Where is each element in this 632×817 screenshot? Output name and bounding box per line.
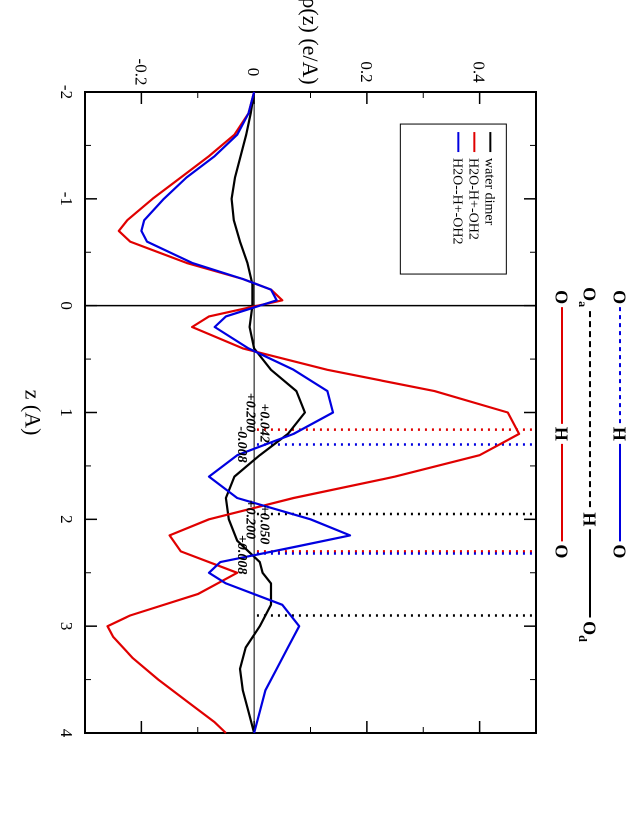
marker-value-label: +0.200: [242, 393, 257, 432]
atom-label: O: [552, 544, 572, 558]
z-tick-label: -2: [57, 85, 76, 99]
marker-value-label: +0.200: [242, 500, 257, 539]
z-tick-label: 2: [57, 515, 76, 524]
z-tick-label: 0: [57, 301, 76, 310]
series-line-water-dimer: [224, 91, 306, 734]
marker-value-label: +0.008: [234, 535, 249, 574]
atom-label: Od: [576, 621, 600, 642]
atom-label: O: [610, 544, 630, 558]
density-axis-title-symbol: Δρ: [298, 0, 323, 8]
marker-value-label: -0.008: [234, 426, 249, 462]
density-axis-title-units: (z) (e/A): [298, 8, 323, 84]
series-line-h2o-h-oh2: [106, 91, 521, 734]
atom-label: H: [552, 427, 572, 441]
density-tick-label: 0: [244, 68, 263, 77]
density-tick-label: 0.2: [357, 61, 376, 82]
legend-label: H2O--H+-OH2: [449, 158, 464, 244]
atom-label: Oa: [576, 287, 600, 307]
atom-label: H: [580, 512, 600, 526]
atom-label: O: [552, 290, 572, 304]
z-axis-title: z (A): [20, 390, 45, 436]
legend-box: [399, 123, 507, 275]
z-tick-label: 4: [57, 729, 76, 738]
marker-value-label: +0.050: [256, 505, 271, 544]
series-line-h2o-h-oh2: [140, 91, 352, 734]
density-axis-title: Δρ(z) (e/A): [298, 0, 323, 85]
marker-value-label: +0.042: [256, 403, 271, 442]
density-tick-label: 0.4: [470, 61, 489, 83]
density-tick-label: -0.2: [131, 59, 150, 86]
atom-label: H: [610, 427, 630, 441]
legend-label: water dimer: [481, 158, 496, 226]
atom-label: O: [610, 290, 630, 304]
z-tick-label: 1: [57, 408, 76, 417]
z-tick-label: 3: [57, 622, 76, 631]
z-tick-label: -1: [57, 192, 76, 206]
legend-label: H2O-H+-OH2: [465, 158, 480, 240]
